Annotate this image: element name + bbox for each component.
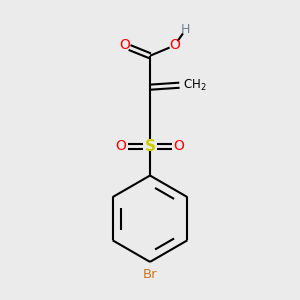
Text: S: S (145, 139, 155, 154)
Text: O: O (116, 139, 126, 153)
Text: CH$_2$: CH$_2$ (183, 78, 206, 93)
Text: H: H (181, 22, 190, 36)
Text: O: O (119, 38, 130, 52)
Text: Br: Br (143, 268, 157, 281)
Text: O: O (174, 139, 184, 153)
Text: O: O (169, 38, 180, 52)
